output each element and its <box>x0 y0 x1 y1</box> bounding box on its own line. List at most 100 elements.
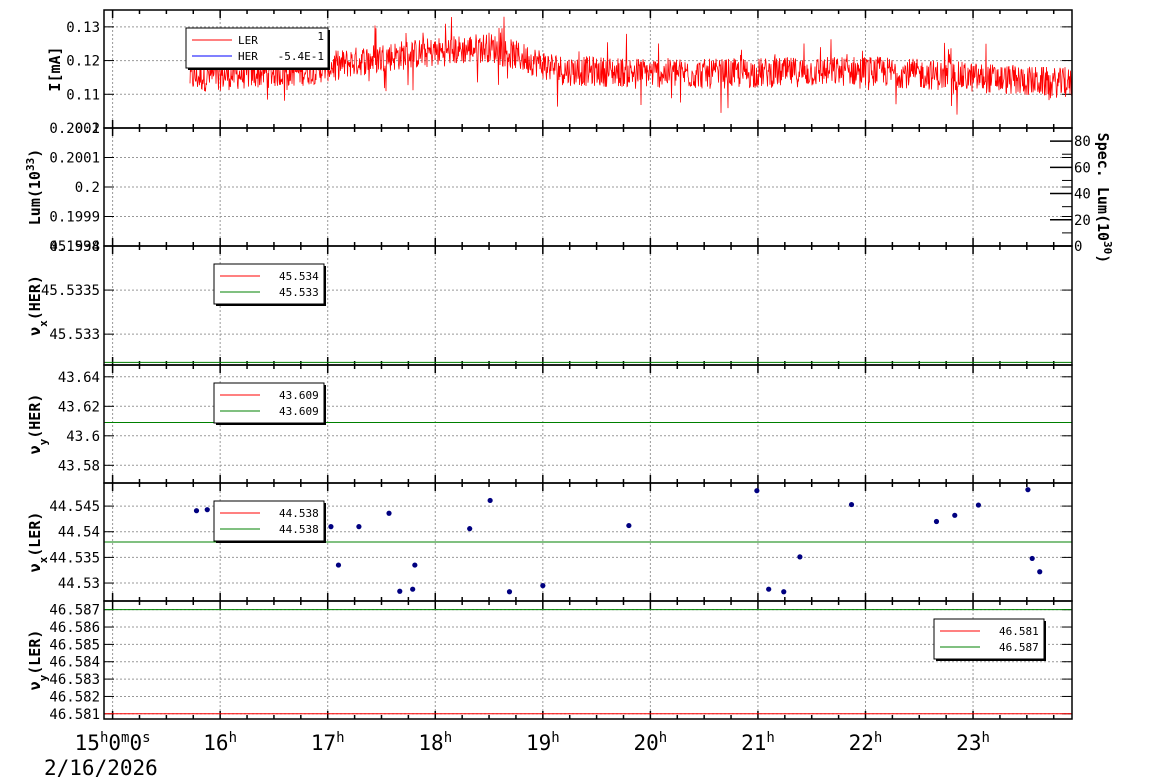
data-point <box>952 512 958 518</box>
y-tick-label: 0.2002 <box>49 121 100 137</box>
legend-label: 44.538 <box>279 523 319 536</box>
y-tick-label: 0.1 <box>75 121 100 137</box>
x-tick-label: 15h0m0s <box>75 730 151 755</box>
legend-label: 45.534 <box>279 270 319 283</box>
data-point <box>797 554 803 560</box>
y-tick-label: 0.13 <box>66 20 100 36</box>
x-tick-label: 16h <box>203 730 237 755</box>
legend: 45.534 45.533 <box>213 263 326 306</box>
data-point <box>386 510 392 516</box>
legend: LER 1 HER -5.4E-1 <box>185 27 330 70</box>
series-trace <box>189 16 1072 115</box>
data-point <box>1025 487 1031 493</box>
y2-tick-label: 80 <box>1074 134 1091 150</box>
data-point <box>1029 555 1035 562</box>
legend-label: 46.581 <box>999 625 1039 638</box>
y2-tick-label: 0 <box>1074 239 1082 255</box>
legend-label: 45.533 <box>279 286 319 299</box>
legend-box <box>213 382 325 424</box>
data-point <box>754 488 760 494</box>
y-tick-label: 0.2001 <box>49 151 100 167</box>
data-point <box>193 508 200 514</box>
y-tick-label: 46.587 <box>49 603 100 619</box>
y-axis-label: Lum(1033) <box>24 149 45 225</box>
x-tick-label: 18h <box>418 730 452 755</box>
y-axis-label: νy(LER) <box>26 630 50 691</box>
panel-1: 0.13 0.12 0.11 0.1 LER 1 HER -5.4E-1 I[mA] <box>46 9 1073 137</box>
legend-label: 46.587 <box>999 641 1039 654</box>
y-tick-label: 0.11 <box>66 87 100 103</box>
data-point <box>412 562 418 568</box>
y-tick-label: 45.5335 <box>41 283 100 299</box>
panel-5: 44.545 44.54 44.535 44.53 44.538 44.538 νx(LER… <box>26 482 1073 602</box>
y-tick-label: 43.6 <box>66 429 100 445</box>
y-tick-label: 44.535 <box>49 550 100 566</box>
panel-frame <box>103 600 1073 720</box>
data-point <box>1037 569 1043 575</box>
legend: 46.581 46.587 <box>933 618 1046 661</box>
y-tick-label: 0.12 <box>66 54 100 70</box>
y-tick-label: 46.582 <box>49 689 100 705</box>
x-axis: 15h0m0s 16h 17h 18h 19h 20h 21h 22h 23h 2/16/2026 <box>44 730 990 780</box>
data-point <box>335 562 342 568</box>
y-tick-label: 0.1999 <box>49 210 100 226</box>
y-tick-label: 46.583 <box>49 672 100 688</box>
y-axis-label: νx(HER) <box>26 275 50 336</box>
x-tick-label: 23h <box>956 730 990 755</box>
x-axis-date: 2/16/2026 <box>44 756 158 780</box>
legend-label: 43.609 <box>279 405 319 418</box>
data-point <box>540 583 546 589</box>
y-tick-label: 44.545 <box>49 499 100 515</box>
data-point <box>397 588 403 594</box>
legend-label: HER <box>238 50 258 63</box>
data-point <box>487 497 493 504</box>
y-tick-label: 45.533 <box>49 327 100 343</box>
y2-tick-label: 60 <box>1074 160 1091 176</box>
y-axis-label: I[mA] <box>46 46 64 91</box>
y-tick-label: 44.54 <box>58 525 100 541</box>
data-point <box>626 522 632 529</box>
data-layer <box>104 246 1072 363</box>
legend-box <box>933 618 1045 660</box>
y-tick-label: 44.53 <box>58 576 100 592</box>
y-tick-label: 43.62 <box>58 399 100 415</box>
x-tick-label: 19h <box>526 730 560 755</box>
y-tick-label: 46.581 <box>49 707 100 723</box>
data-point <box>781 589 787 595</box>
legend-label: 43.609 <box>279 389 319 402</box>
data-point <box>204 507 210 513</box>
legend-box <box>185 27 329 69</box>
y2-axis-label: Spec. Lum(1030) <box>1094 133 1115 264</box>
data-point <box>328 524 334 530</box>
y2-tick-label: 20 <box>1074 213 1091 229</box>
y-tick-label: 0.2 <box>75 180 100 196</box>
panel-4: 43.64 43.62 43.6 43.58 43.609 43.609 νy(HER) <box>26 364 1073 484</box>
legend-value: 1 <box>317 30 324 43</box>
data-layer <box>189 16 1072 115</box>
y-tick-label: 46.584 <box>49 655 100 671</box>
data-point <box>410 586 416 592</box>
y-axis-label: νx(LER) <box>26 512 50 573</box>
y2-tick-label: 40 <box>1074 187 1091 203</box>
legend-box <box>213 263 325 305</box>
data-point <box>933 518 940 525</box>
data-point <box>848 501 855 508</box>
legend-box <box>213 500 325 542</box>
data-point <box>356 524 362 530</box>
legend-label: LER <box>238 34 258 47</box>
y-tick-label: 46.585 <box>49 637 100 653</box>
y-tick-label: 43.58 <box>58 458 100 474</box>
y-tick-label: 45.534 <box>49 239 100 255</box>
legend-label: 44.538 <box>279 507 319 520</box>
x-tick-label: 21h <box>741 730 775 755</box>
y-axis-label: νy(HER) <box>26 394 50 455</box>
data-point <box>975 502 982 508</box>
legend: 43.609 43.609 <box>213 382 326 425</box>
data-layer <box>104 609 1072 715</box>
data-point <box>467 526 473 532</box>
y-tick-label: 43.64 <box>58 370 100 386</box>
panel-6: 46.58746.58646.58546.58446.58346.58246.5… <box>26 600 1073 723</box>
